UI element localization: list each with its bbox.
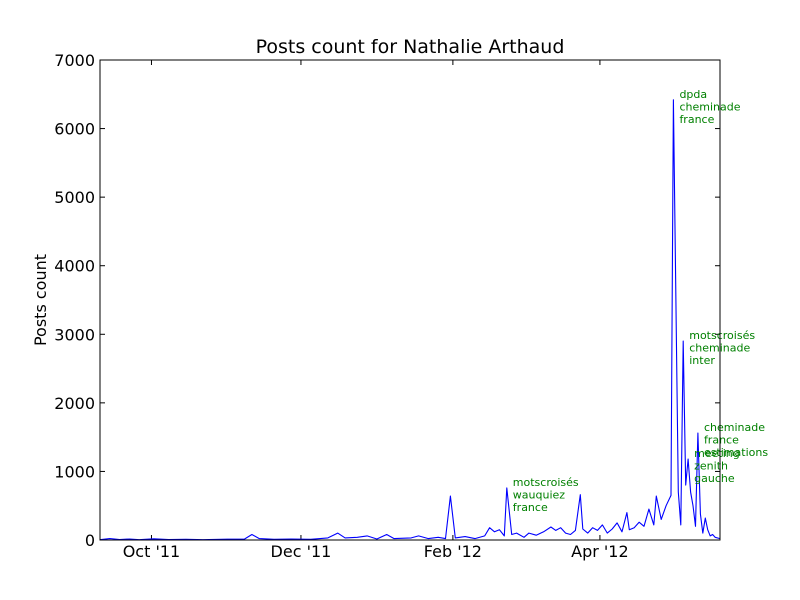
annotation-line: motscroisés [513, 476, 579, 489]
annotation-line: gauche [694, 472, 735, 485]
annotation-line: meeting [694, 447, 740, 460]
annotation: dpda cheminade france [679, 88, 740, 126]
annotation-line: france [513, 501, 548, 514]
plot-area: 0 1000 2000 3000 4000 5000 6000 7000 Oct '11 Dec … [54, 51, 768, 561]
y-tick-label: 3000 [54, 325, 95, 344]
annotation-line: france [704, 434, 739, 447]
annotation-line: motscroisés [689, 329, 755, 342]
x-tick-label: Oct '11 [123, 542, 181, 561]
annotation-line: france [679, 113, 714, 126]
y-tick-label: 0 [85, 531, 95, 550]
annotation: meeting zenith gauche [694, 447, 740, 485]
annotation: motscroisés wauquiez france [513, 476, 579, 514]
x-tick-label: Feb '12 [424, 542, 482, 561]
plot-frame [99, 59, 721, 541]
y-tick-label: 4000 [54, 257, 95, 276]
y-tick-label: 6000 [54, 120, 95, 139]
x-tick-label: Apr '12 [571, 542, 629, 561]
annotation: motscroisés cheminade inter [689, 329, 755, 367]
x-tick-label: Dec '11 [271, 542, 332, 561]
chart-title: Posts count for Nathalie Arthaud [256, 36, 565, 58]
series-line [99, 99, 721, 541]
annotation-line: dpda [679, 88, 707, 101]
y-tick-label: 2000 [54, 394, 95, 413]
y-tick-label: 1000 [54, 462, 95, 481]
annotation-line: inter [689, 354, 715, 367]
annotation-line: cheminade [679, 100, 740, 113]
annotation-line: wauquiez [513, 488, 565, 501]
annotation-line: zenith [694, 460, 728, 473]
y-tick-label: 7000 [54, 51, 95, 70]
y-axis-label: Posts count [31, 254, 50, 346]
annotation-line: cheminade [704, 421, 765, 434]
y-tick-label: 5000 [54, 188, 95, 207]
